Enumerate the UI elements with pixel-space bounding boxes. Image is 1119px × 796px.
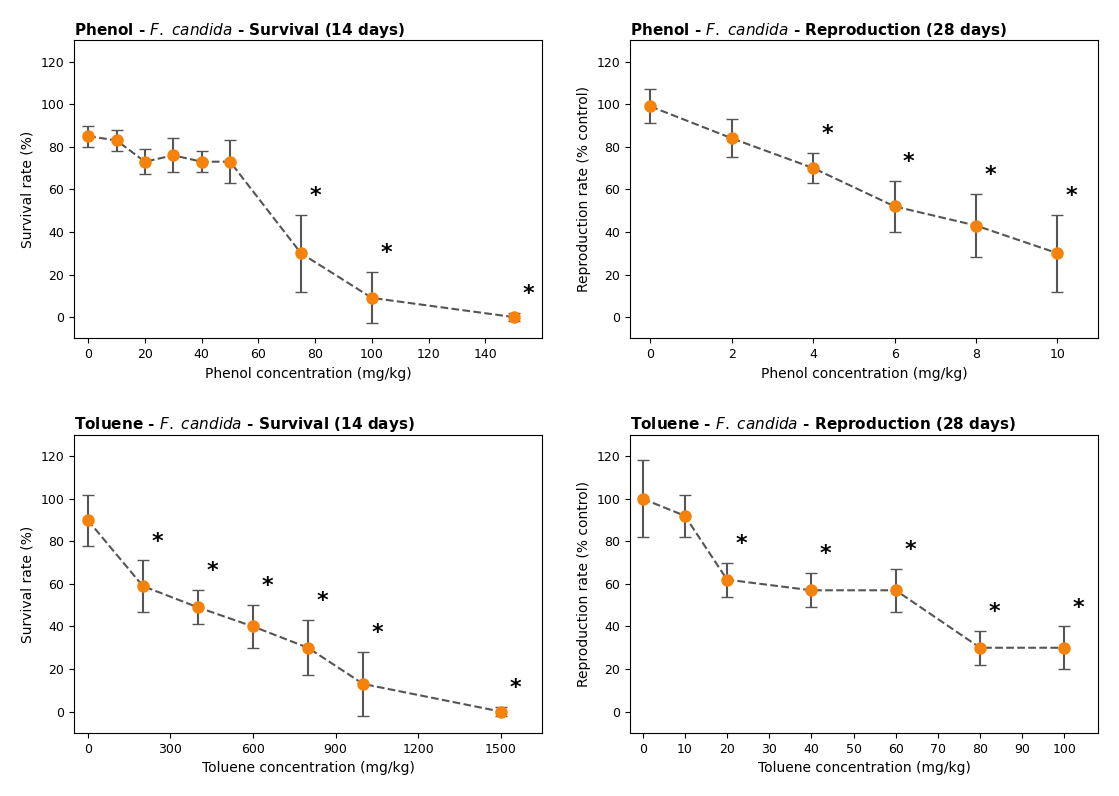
Text: *: * xyxy=(509,678,520,698)
Text: *: * xyxy=(523,284,534,304)
Point xyxy=(299,642,317,654)
Point xyxy=(633,493,651,505)
Point xyxy=(802,584,820,597)
Text: *: * xyxy=(380,244,392,263)
X-axis label: Phenol concentration (mg/kg): Phenol concentration (mg/kg) xyxy=(205,367,412,380)
Text: *: * xyxy=(985,165,996,185)
Text: *: * xyxy=(903,152,914,172)
Point xyxy=(137,155,154,168)
Point xyxy=(244,620,262,633)
Text: *: * xyxy=(988,602,1000,622)
Point xyxy=(189,601,207,614)
Text: *: * xyxy=(1073,598,1084,618)
Text: *: * xyxy=(309,186,321,206)
Point xyxy=(192,155,210,168)
Point xyxy=(1049,247,1066,259)
Text: *: * xyxy=(372,623,383,643)
Text: *: * xyxy=(262,576,273,596)
Point xyxy=(885,200,903,213)
Text: *: * xyxy=(151,532,163,552)
Text: *: * xyxy=(904,540,915,560)
Y-axis label: Survival rate (%): Survival rate (%) xyxy=(21,525,35,642)
Text: *: * xyxy=(820,544,831,564)
Text: Toluene - $\mathit{F.\ candida}$ - Reproduction (28 days): Toluene - $\mathit{F.\ candida}$ - Repro… xyxy=(630,416,1017,435)
Point xyxy=(718,573,736,586)
Text: Phenol - $\mathit{F.\ candida}$ - Survival (14 days): Phenol - $\mathit{F.\ candida}$ - Surviv… xyxy=(74,21,405,40)
Point xyxy=(79,130,97,142)
Point xyxy=(222,155,239,168)
Point xyxy=(967,219,985,232)
Point xyxy=(164,149,182,162)
Point xyxy=(805,162,822,174)
Point xyxy=(886,584,904,597)
Point xyxy=(641,100,659,113)
Point xyxy=(723,132,741,145)
Point xyxy=(1055,642,1073,654)
Point xyxy=(78,513,96,526)
Point xyxy=(363,291,380,304)
Text: *: * xyxy=(735,533,747,554)
Text: *: * xyxy=(1066,186,1078,206)
Text: *: * xyxy=(821,124,834,144)
Text: *: * xyxy=(206,561,218,581)
Text: *: * xyxy=(317,591,328,611)
Point xyxy=(355,677,373,690)
Point xyxy=(676,509,694,522)
Y-axis label: Survival rate (%): Survival rate (%) xyxy=(21,131,35,248)
Point xyxy=(107,134,125,146)
Y-axis label: Reproduction rate (% control): Reproduction rate (% control) xyxy=(577,87,591,292)
Y-axis label: Reproduction rate (% control): Reproduction rate (% control) xyxy=(577,481,591,687)
X-axis label: Phenol concentration (mg/kg): Phenol concentration (mg/kg) xyxy=(761,367,968,380)
Text: Phenol - $\mathit{F.\ candida}$ - Reproduction (28 days): Phenol - $\mathit{F.\ candida}$ - Reprod… xyxy=(630,21,1007,40)
Point xyxy=(134,579,152,592)
Point xyxy=(505,310,523,323)
Point xyxy=(492,705,510,718)
X-axis label: Toluene concentration (mg/kg): Toluene concentration (mg/kg) xyxy=(201,761,414,775)
Point xyxy=(971,642,989,654)
Text: Toluene - $\mathit{F.\ candida}$ - Survival (14 days): Toluene - $\mathit{F.\ candida}$ - Survi… xyxy=(74,416,415,435)
Point xyxy=(292,247,310,259)
X-axis label: Toluene concentration (mg/kg): Toluene concentration (mg/kg) xyxy=(758,761,970,775)
